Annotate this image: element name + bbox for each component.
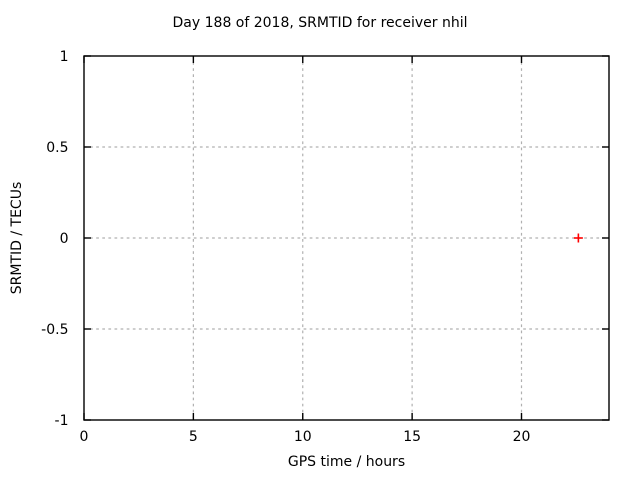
y-tick-label: -0.5 bbox=[41, 322, 68, 338]
x-tick-label: 5 bbox=[189, 429, 198, 445]
x-tick-label: 20 bbox=[513, 429, 531, 445]
x-tick-label: 15 bbox=[403, 429, 421, 445]
x-axis-label: GPS time / hours bbox=[287, 454, 406, 470]
y-tick-label: 1 bbox=[60, 49, 69, 65]
x-tick-label: 10 bbox=[294, 429, 312, 445]
x-tick-label: 0 bbox=[80, 429, 89, 445]
y-tick-label: 0.5 bbox=[46, 140, 68, 156]
chart-title: Day 188 of 2018, SRMTID for receiver nhi… bbox=[172, 15, 468, 31]
y-tick-label: -1 bbox=[55, 413, 69, 429]
y-tick-label: 0 bbox=[60, 231, 69, 247]
